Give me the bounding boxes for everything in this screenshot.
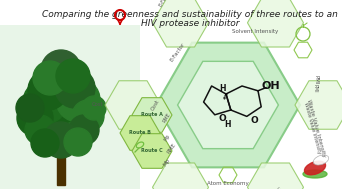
Circle shape — [29, 88, 93, 152]
Circle shape — [33, 67, 89, 123]
Polygon shape — [132, 134, 172, 168]
Text: O: O — [250, 116, 258, 125]
Polygon shape — [153, 0, 209, 47]
Text: Route B: Route B — [129, 130, 151, 136]
Text: E-Factor: E-Factor — [158, 0, 173, 8]
Text: PMI: PMI — [313, 84, 317, 92]
Text: H: H — [220, 84, 226, 93]
Text: H: H — [224, 120, 231, 129]
Text: Route A: Route A — [141, 112, 163, 118]
Text: RME: RME — [162, 112, 172, 124]
Circle shape — [23, 80, 67, 124]
Text: Comparing the greenness and sustainability of three routes to an: Comparing the greenness and sustainabili… — [42, 10, 338, 19]
Text: Waste Value Intensity: Waste Value Intensity — [306, 98, 326, 157]
Polygon shape — [248, 0, 303, 47]
Polygon shape — [153, 163, 209, 189]
Ellipse shape — [313, 155, 329, 165]
Text: Waste Value Intensity: Waste Value Intensity — [303, 102, 321, 154]
Circle shape — [31, 129, 59, 157]
Polygon shape — [105, 81, 161, 129]
Circle shape — [43, 122, 79, 158]
Bar — [57, 155, 65, 185]
Text: Mp: Mp — [163, 157, 171, 167]
FancyBboxPatch shape — [0, 25, 140, 189]
Text: Cost: Cost — [92, 102, 103, 108]
Text: Mp: Mp — [163, 134, 171, 143]
Text: O: O — [219, 114, 227, 123]
Polygon shape — [177, 61, 278, 149]
Circle shape — [56, 59, 90, 93]
Circle shape — [16, 94, 44, 122]
Circle shape — [56, 78, 100, 122]
Circle shape — [72, 100, 104, 132]
Text: Route C: Route C — [141, 149, 163, 153]
Circle shape — [64, 128, 92, 156]
Text: OH: OH — [262, 81, 280, 91]
Polygon shape — [120, 116, 160, 150]
Polygon shape — [295, 81, 342, 129]
Circle shape — [82, 96, 106, 120]
Circle shape — [37, 58, 85, 106]
Circle shape — [25, 115, 55, 145]
Circle shape — [28, 70, 68, 110]
Polygon shape — [248, 163, 303, 189]
Circle shape — [41, 50, 81, 90]
Polygon shape — [156, 43, 300, 167]
Circle shape — [48, 88, 96, 136]
Text: Cost: Cost — [150, 98, 160, 112]
Text: HIV protease inhibitor: HIV protease inhibitor — [141, 19, 239, 28]
Circle shape — [55, 68, 95, 108]
Circle shape — [17, 100, 53, 136]
Text: PMI: PMI — [314, 75, 318, 85]
Ellipse shape — [304, 161, 326, 175]
Text: Solvent Intensity: Solvent Intensity — [232, 29, 278, 35]
Circle shape — [26, 82, 78, 134]
Circle shape — [33, 61, 67, 95]
Ellipse shape — [303, 170, 327, 178]
Text: E-Factor: E-Factor — [170, 41, 186, 63]
Polygon shape — [132, 98, 172, 132]
Text: Atom Economy: Atom Economy — [207, 180, 249, 185]
Circle shape — [69, 115, 99, 145]
Text: RME: RME — [167, 142, 177, 154]
Text: Waste Value Intensity: Waste Value Intensity — [274, 187, 307, 189]
